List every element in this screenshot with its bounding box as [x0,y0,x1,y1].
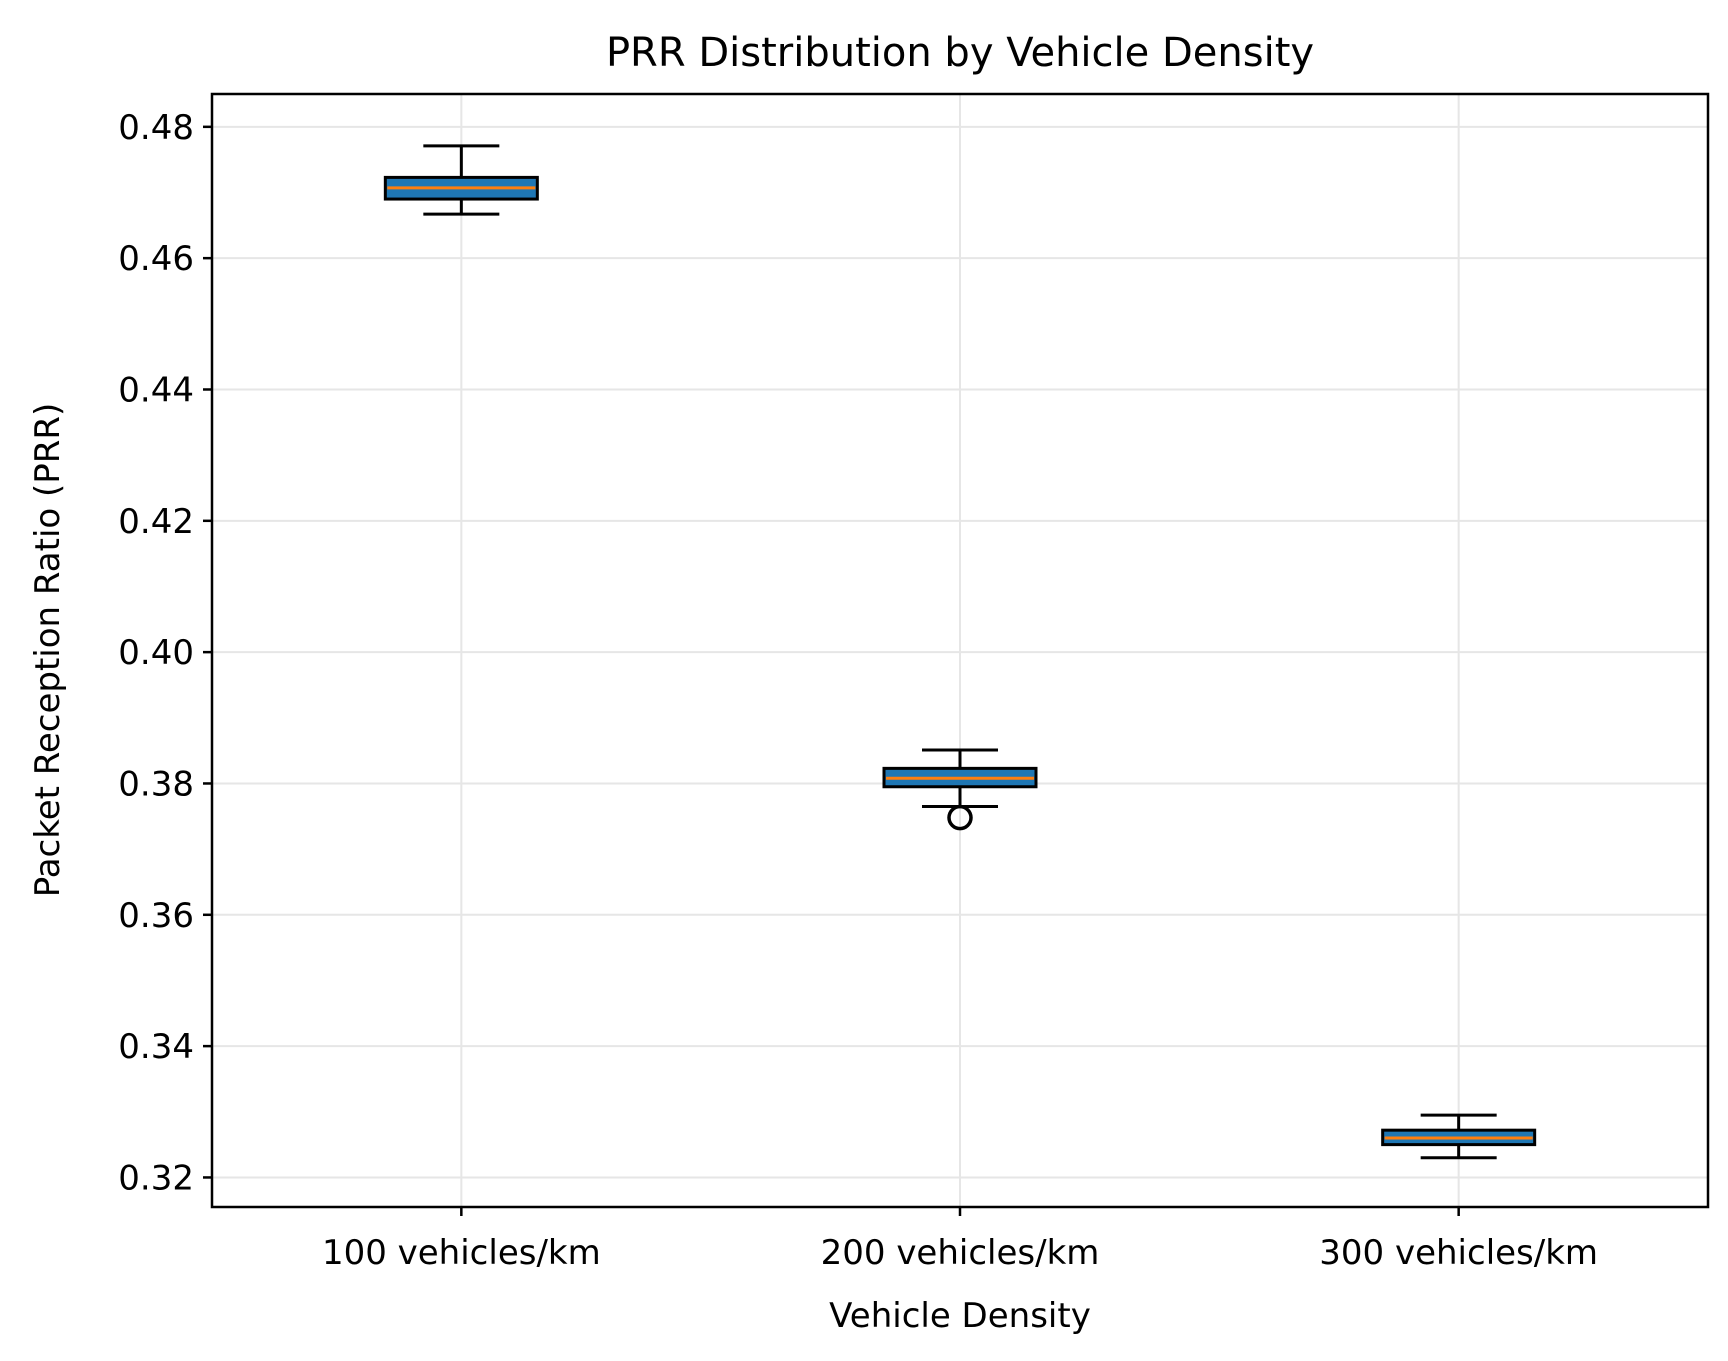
y-tick-label: 0.44 [118,370,194,410]
box-group [882,748,1038,831]
y-tick-label: 0.36 [118,896,194,936]
x-tick-label: 100 vehicles/km [322,1233,601,1273]
x-axis-title: Vehicle Density [829,1296,1091,1336]
y-tick-label: 0.42 [118,502,194,542]
y-tick-label: 0.40 [118,633,194,673]
y-tick-label: 0.38 [118,764,194,804]
y-tick-label: 0.46 [118,239,194,279]
y-tick-label: 0.34 [118,1027,194,1067]
y-axis-title: Packet Reception Ratio (PRR) [28,403,68,898]
box-group [1381,1113,1537,1160]
chart-title: PRR Distribution by Vehicle Density [606,30,1314,76]
x-tick-label: 300 vehicles/km [1319,1233,1598,1273]
y-tick-label: 0.32 [118,1158,194,1198]
axis-layer: 0.32 0.34 0.36 0.38 0.40 0.42 0.44 0.46 0.48 100 … [118,92,1710,1273]
outlier-point [947,804,973,831]
grid-layer [212,94,1708,1207]
x-tick-label: 200 vehicles/km [821,1233,1100,1273]
box-group [383,144,539,216]
box-layer [383,144,1537,1160]
y-tick-label: 0.48 [118,108,194,148]
